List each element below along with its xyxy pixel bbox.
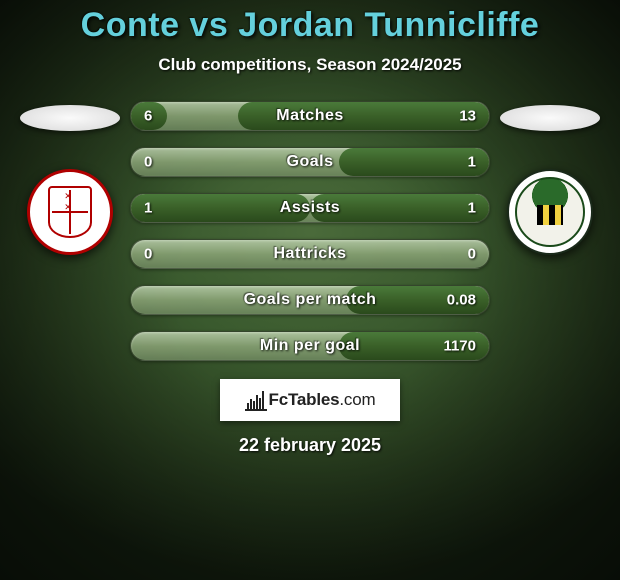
bar-label: Goals per match [130, 291, 490, 309]
content: Conte vs Jordan Tunnicliffe Club competi… [0, 0, 620, 456]
bar-value-right: 1 [468, 200, 476, 217]
stat-row: Matches6 13 [130, 101, 490, 131]
player-ellipse-left [20, 105, 120, 131]
brand-suffix: .com [339, 390, 375, 409]
comparison-row: Matches613Goals01Assists11Hattricks00Goa… [0, 101, 620, 361]
bar-value-left: 6 [144, 108, 152, 125]
shield-icon [48, 186, 92, 238]
bar-label: Min per goal [130, 337, 490, 355]
bar-label: Assists [130, 199, 490, 217]
bar-value-right: 0 [468, 246, 476, 263]
bar-label: Hattricks [130, 245, 490, 263]
page-title: Conte vs Jordan Tunnicliffe [0, 6, 620, 45]
stat-row: Goals0 1 [130, 147, 490, 177]
club-badge-left [27, 169, 113, 255]
subtitle: Club competitions, Season 2024/2025 [0, 55, 620, 75]
player-ellipse-right [500, 105, 600, 131]
brand-badge: FcTables.com [220, 379, 400, 421]
bar-value-left: 0 [144, 246, 152, 263]
bar-value-left: 1 [144, 200, 152, 217]
bar-value-right: 0.08 [447, 292, 476, 309]
bar-value-right: 1 [468, 154, 476, 171]
brand-text: FcTables.com [269, 390, 376, 410]
right-side [490, 101, 610, 255]
club-badge-right [507, 169, 593, 255]
bar-value-right: 1170 [443, 338, 476, 355]
stat-row: Hattricks0 0 [130, 239, 490, 269]
stat-row: Min per goal1170 [130, 331, 490, 361]
date-text: 22 february 2025 [0, 435, 620, 456]
crest-icon [515, 177, 585, 247]
bar-label: Matches [130, 107, 490, 125]
brand-name: FcTables [269, 390, 340, 409]
stat-row: Assists1 1 [130, 193, 490, 223]
bar-value-left: 0 [144, 154, 152, 171]
bar-label: Goals [130, 153, 490, 171]
bar-value-right: 13 [459, 108, 476, 125]
left-side [10, 101, 130, 255]
stat-row: Goals per match0.08 [130, 285, 490, 315]
chart-icon [245, 389, 267, 411]
stat-bars: Matches613Goals01Assists11Hattricks00Goa… [130, 101, 490, 361]
